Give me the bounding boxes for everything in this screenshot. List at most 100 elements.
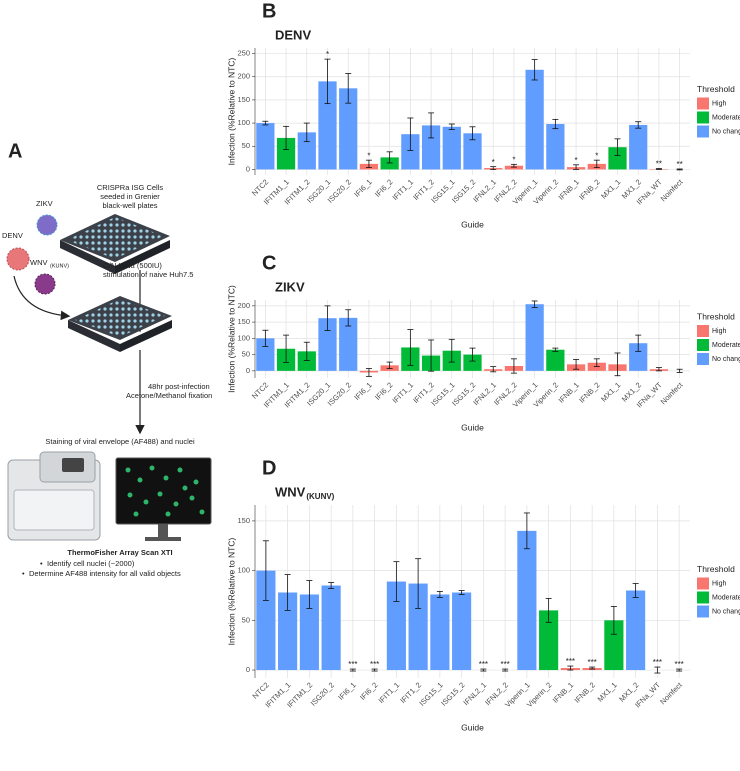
chart-title: WNV: [275, 484, 306, 499]
error-bar: [490, 366, 497, 373]
significance-label: ***: [566, 657, 575, 666]
significance-label: ***: [500, 660, 509, 669]
bar: [318, 81, 337, 170]
significance-label: *: [575, 156, 578, 165]
panel-label: A: [8, 140, 22, 162]
error-bar: [593, 159, 600, 168]
error-bar: [676, 168, 683, 171]
instrument-icon: [7, 451, 101, 541]
x-tick-label: IFNB_1: [551, 680, 575, 704]
error-bar: [531, 300, 538, 308]
error-bar: [415, 558, 422, 609]
error-bar: [614, 138, 621, 156]
bar: [339, 317, 358, 371]
plate: [60, 214, 170, 274]
plate: [68, 296, 172, 352]
error-bar: [448, 338, 455, 363]
legend-label: High: [712, 100, 727, 107]
legend-swatch: [697, 339, 709, 351]
bar: [276, 137, 296, 170]
error-bar: [428, 112, 435, 139]
error-bar: [676, 668, 683, 672]
bar: [321, 585, 341, 671]
significance-label: **: [656, 160, 662, 169]
bar: [421, 125, 441, 170]
error-bar: [407, 329, 414, 366]
bullet-dot: •: [22, 569, 25, 578]
y-tick-label: 100: [237, 566, 250, 575]
error-bar: [635, 334, 642, 352]
significance-label: ***: [348, 660, 357, 669]
error-bar: [303, 122, 310, 143]
bar: [386, 581, 406, 671]
bar: [256, 123, 275, 170]
bar: [256, 570, 276, 671]
step-text: Acetone/Methanol fixation: [126, 391, 212, 400]
bar: [339, 88, 358, 170]
error-bar: [655, 168, 662, 170]
y-tick-label: 50: [242, 141, 250, 150]
step-text: seeded in Grenier: [100, 192, 160, 201]
error-bar: [458, 590, 465, 595]
virus-icon: [6, 247, 30, 271]
error-bar: [428, 339, 435, 372]
virus-icon: [36, 214, 58, 236]
panel-label: B: [262, 0, 276, 22]
bar: [604, 620, 624, 671]
legend-title: Threshold: [697, 564, 735, 574]
error-bar: [371, 668, 378, 672]
error-bar: [345, 73, 352, 104]
error-bar: [573, 359, 580, 370]
bar: [297, 132, 316, 170]
error-bar: [510, 358, 517, 374]
y-axis-title: Infection (%Relative to NTC): [226, 537, 236, 645]
chart-title-subscript: (KUNV): [306, 492, 334, 501]
step-text: stimulation of naive Huh7.5: [103, 270, 193, 279]
y-axis-title: Infection (%Relative to NTC): [226, 57, 236, 165]
x-tick-label: Noinfect: [658, 680, 684, 706]
legend-swatch: [697, 591, 709, 604]
legend-label: Moderate: [712, 114, 740, 121]
bar: [401, 134, 420, 170]
x-tick-label: IFI6_1: [336, 680, 357, 701]
virus-icon: [34, 273, 56, 295]
bar: [452, 592, 472, 671]
bullet-text: Determine AF488 intensity for all valid …: [29, 569, 181, 578]
bar: [517, 530, 537, 671]
legend-label: No change: [712, 128, 740, 135]
y-tick-label: 200: [237, 301, 250, 310]
x-tick-label: MX1_1: [596, 680, 619, 703]
error-bar: [632, 583, 639, 598]
significance-label: *: [512, 155, 515, 164]
error-bar: [510, 163, 517, 168]
x-tick-label: IFNB_2: [573, 680, 597, 704]
x-tick-label: IFNB_2: [577, 380, 601, 404]
instrument-name: ThermoFisher Array Scan XTI: [67, 548, 172, 557]
error-bar: [328, 582, 335, 589]
significance-label: ***: [587, 658, 596, 667]
y-tick-label: 250: [237, 49, 250, 58]
legend-swatch: [697, 111, 709, 124]
legend-swatch: [697, 577, 709, 590]
step-text: CRISPRa ISG Cells: [97, 183, 164, 192]
error-bar: [573, 164, 580, 170]
step-text: O/N IFNα (500IU): [103, 261, 162, 270]
error-bar: [531, 59, 538, 81]
bar: [608, 147, 627, 170]
error-bar: [283, 334, 290, 363]
error-bar: [386, 151, 393, 164]
bar: [463, 133, 482, 170]
error-bar: [614, 352, 621, 377]
error-bar: [407, 117, 414, 151]
error-bar: [567, 665, 574, 671]
bar: [626, 590, 646, 671]
significance-label: ***: [653, 658, 662, 667]
error-bar: [349, 668, 356, 672]
bar: [442, 126, 461, 170]
x-tick-label: IFIT1_1: [391, 380, 416, 405]
significance-label: **: [677, 160, 683, 169]
x-tick-label: ISG20_2: [309, 680, 336, 707]
error-bar: [262, 120, 269, 126]
legend: Threshold High Moderate No change: [697, 311, 740, 365]
